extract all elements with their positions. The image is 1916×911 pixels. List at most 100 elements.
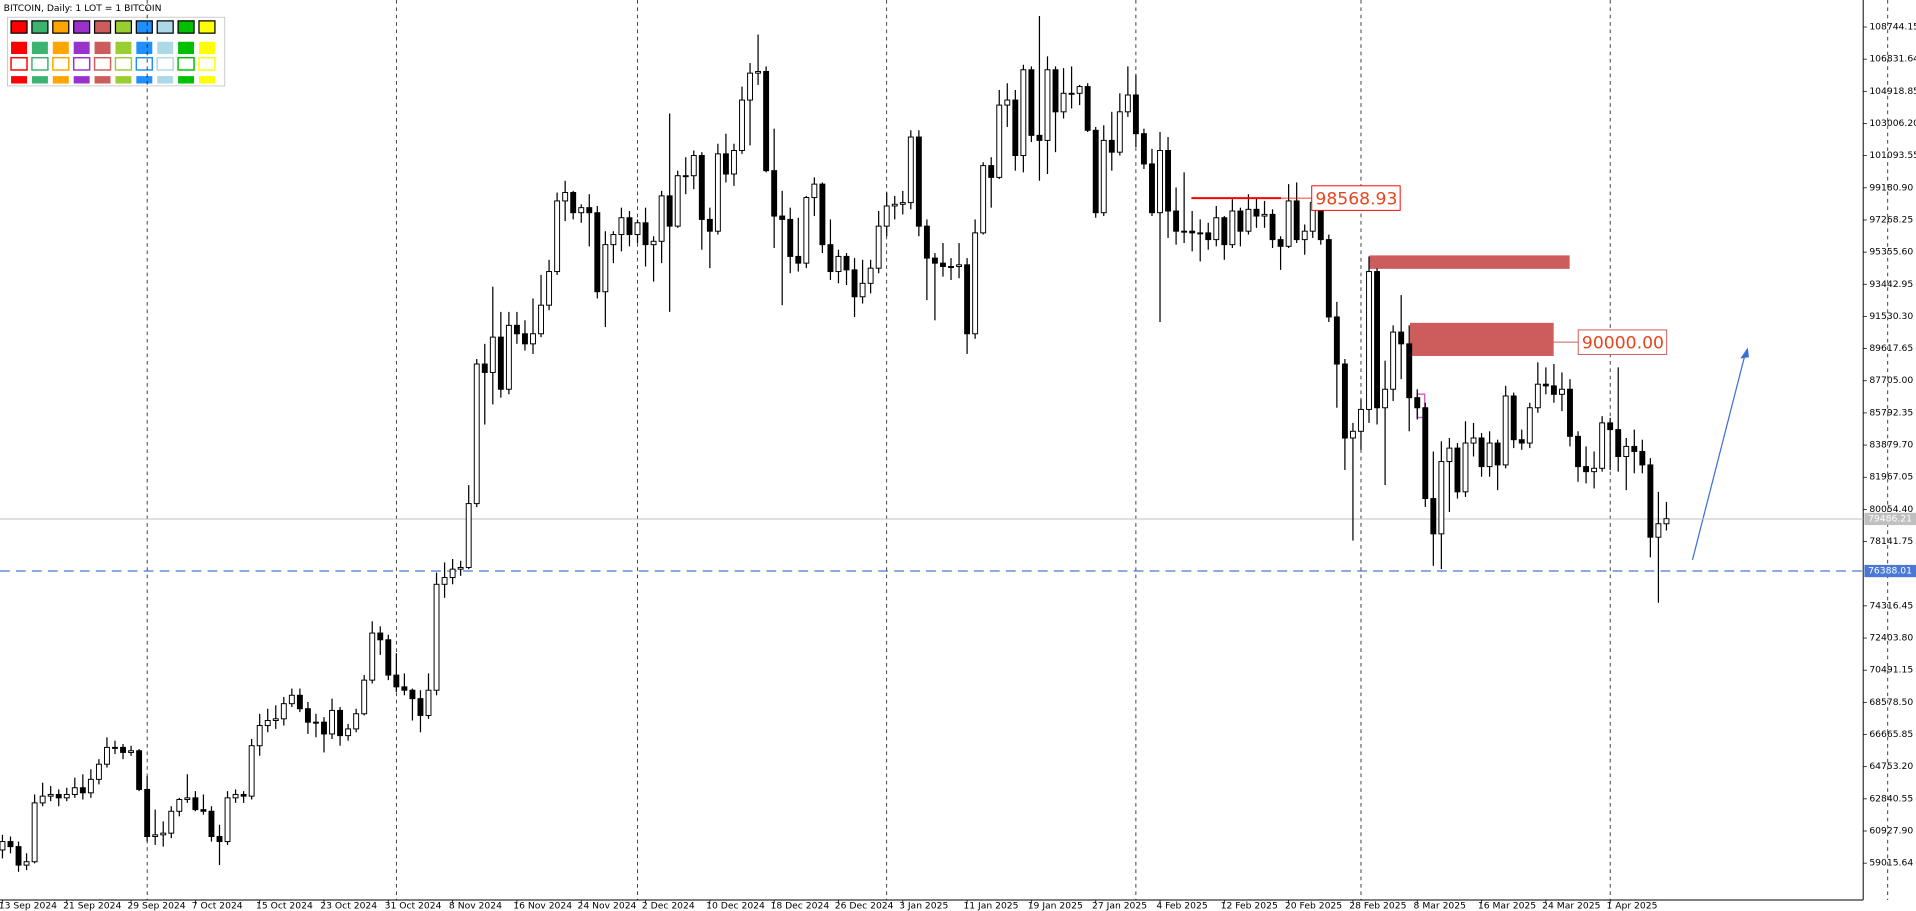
- candle-body: [112, 746, 118, 749]
- candle-body: [739, 99, 745, 151]
- candle-body: [1100, 139, 1107, 214]
- candle-body: [1124, 94, 1131, 113]
- palette-swatch: [11, 41, 28, 55]
- candle-body: [433, 583, 440, 691]
- candle-body: [1052, 69, 1059, 113]
- candle-body: [1518, 439, 1525, 444]
- palette-swatch: [94, 41, 111, 55]
- candle-body: [353, 713, 360, 730]
- candle-body: [1583, 466, 1590, 473]
- palette-swatch: [157, 41, 174, 55]
- candle-body: [1414, 397, 1421, 409]
- candle-body: [1454, 447, 1461, 493]
- x-tick-label: 11 Jan 2025: [963, 901, 1018, 911]
- candle-body: [714, 153, 721, 232]
- palette-swatch: [178, 41, 195, 55]
- candle-body: [513, 324, 520, 335]
- candle-body: [1301, 230, 1308, 241]
- annotation-label: 90000.00: [1582, 333, 1664, 353]
- y-tick-label: 64753.20: [1869, 761, 1913, 772]
- y-tick-label: 83879.70: [1869, 440, 1913, 451]
- candle-body: [1028, 69, 1035, 136]
- candle-body: [1390, 331, 1397, 390]
- candle-body: [1237, 210, 1244, 232]
- candle-body: [642, 222, 649, 246]
- candle-body: [883, 205, 890, 227]
- candle-body: [1446, 447, 1453, 463]
- candle-body: [1615, 429, 1622, 457]
- candle-body: [120, 746, 126, 753]
- y-tick-label: 62840.55: [1869, 793, 1913, 804]
- candle-body: [618, 217, 625, 236]
- candle-body: [964, 264, 971, 335]
- y-tick-label: 85792.35: [1869, 407, 1913, 418]
- x-tick-label: 1 Apr 2025: [1606, 901, 1657, 911]
- palette-swatch: [198, 56, 216, 71]
- candle-body: [1044, 69, 1051, 141]
- candle-body: [1189, 230, 1196, 234]
- candle-body: [144, 788, 151, 838]
- candle-body: [79, 787, 86, 794]
- candle-body: [698, 155, 705, 220]
- candle-body: [795, 255, 802, 264]
- palette-swatch: [114, 56, 133, 71]
- y-tick-label: 72403.80: [1869, 633, 1913, 644]
- palette-swatch: [157, 76, 174, 84]
- x-tick-label: 2 Dec 2024: [642, 901, 695, 911]
- candle-body: [1229, 210, 1236, 246]
- palette-swatch: [10, 56, 28, 71]
- candle-body: [722, 153, 729, 175]
- candle-body: [1108, 139, 1115, 153]
- candle-body: [87, 778, 94, 794]
- candle-body: [160, 832, 167, 836]
- y-tick-label: 89617.65: [1869, 343, 1913, 354]
- annotation-box: [1311, 185, 1401, 211]
- palette-swatch: [93, 20, 112, 34]
- arrow-head: [1740, 347, 1749, 359]
- candle-body: [256, 725, 263, 747]
- palette-swatch: [114, 20, 133, 34]
- candle-body: [1639, 450, 1646, 466]
- candle-body: [457, 566, 464, 570]
- candle-body: [1438, 461, 1445, 535]
- candle-body: [489, 336, 496, 373]
- candle-body: [706, 218, 713, 232]
- candle-body: [923, 225, 930, 259]
- palette-swatch: [198, 41, 215, 55]
- candle-body: [1084, 86, 1091, 131]
- candle-body: [449, 568, 456, 579]
- y-tick-label: 60927.90: [1869, 825, 1913, 836]
- candle-body: [650, 240, 657, 246]
- palette-swatch: [31, 76, 48, 84]
- color-palette[interactable]: [7, 16, 226, 87]
- candle-body: [401, 686, 408, 691]
- candle-body: [562, 192, 569, 202]
- candle-body: [128, 750, 135, 753]
- palette-swatch: [52, 41, 69, 55]
- candle-body: [1575, 435, 1581, 468]
- candle-body: [1462, 442, 1469, 493]
- y-tick-label: 108744.15: [1869, 22, 1916, 33]
- x-tick-label: 3 Jan 2025: [899, 901, 948, 911]
- candle-body: [1277, 239, 1284, 247]
- candle-body: [803, 197, 810, 264]
- candle-body: [859, 282, 866, 298]
- x-tick-label: 10 Dec 2024: [706, 901, 765, 911]
- chart-title: BITCOIN, Daily: 1 LOT = 1 BITCOIN: [4, 3, 162, 14]
- x-tick-label: 19 Jan 2025: [1028, 901, 1083, 911]
- candle-body: [1036, 134, 1043, 141]
- palette-swatch: [94, 76, 111, 84]
- candle-body: [136, 750, 143, 790]
- palette-swatch: [135, 56, 154, 71]
- candle-body: [875, 225, 882, 269]
- y-tick-label: 103006.20: [1869, 118, 1916, 129]
- candle-body: [184, 797, 191, 801]
- candle-body: [1494, 442, 1501, 466]
- candle-body: [248, 745, 255, 797]
- candle-body: [296, 694, 303, 710]
- candle-body: [23, 861, 30, 866]
- candle-body: [208, 810, 215, 838]
- candle-body: [1157, 149, 1163, 214]
